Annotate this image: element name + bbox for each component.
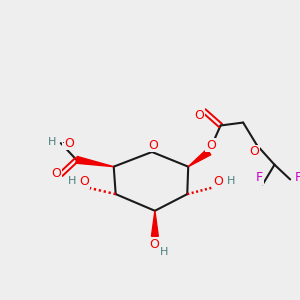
Text: O: O [206, 139, 216, 152]
Text: O: O [149, 238, 159, 250]
Text: F: F [256, 171, 263, 184]
Text: H: H [68, 176, 76, 186]
Polygon shape [152, 211, 158, 236]
Text: O: O [51, 167, 61, 180]
Text: ·: · [62, 138, 65, 148]
Polygon shape [188, 149, 211, 167]
Text: H: H [160, 247, 168, 257]
Text: H: H [48, 137, 56, 147]
Text: O: O [194, 109, 204, 122]
Text: O: O [80, 175, 89, 188]
Text: H: H [227, 176, 236, 186]
Text: O: O [65, 136, 74, 150]
Text: O: O [249, 146, 259, 158]
Text: O: O [214, 175, 224, 188]
Text: O: O [148, 139, 158, 152]
Polygon shape [76, 156, 114, 167]
Text: F: F [295, 171, 300, 184]
